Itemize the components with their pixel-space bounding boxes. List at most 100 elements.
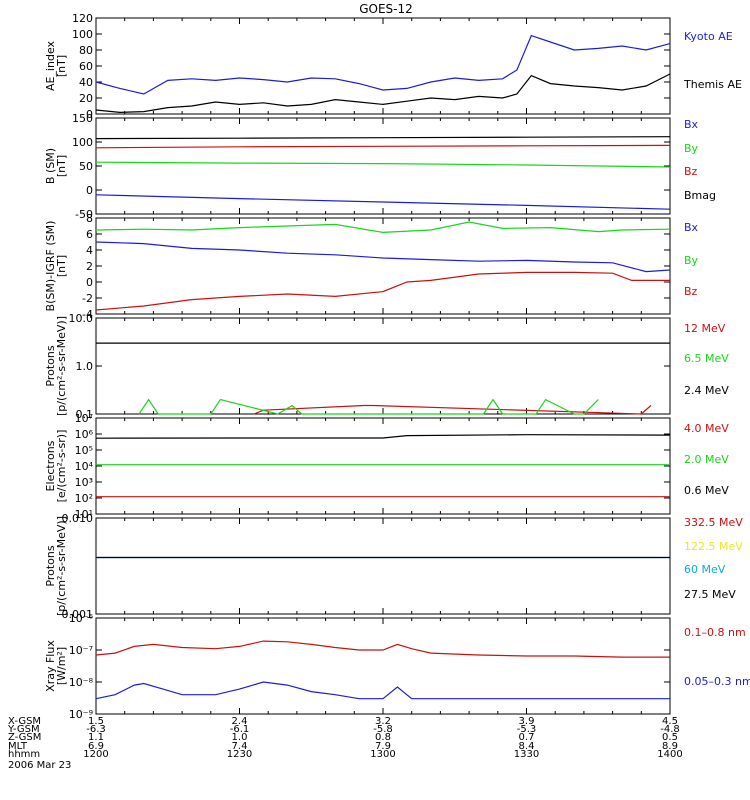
- y-tick-label: 10⁶: [75, 428, 94, 441]
- y-tick-label: 10²: [75, 492, 93, 505]
- y-tick-label: 8: [86, 212, 93, 225]
- y-axis-label: B (SM): [44, 148, 57, 184]
- legend-entry: Themis AE: [683, 78, 742, 91]
- series-line: [95, 144, 671, 149]
- legend-entry: Bz: [684, 285, 698, 298]
- y-tick-label: 50: [79, 160, 93, 173]
- legend-entry: 27.5 MeV: [684, 588, 736, 601]
- legend-entry: 122.5 MeV: [684, 540, 743, 553]
- y-axis-label: [p/(cm²-s-sr-MeV)]: [55, 516, 68, 616]
- panel-frame: [95, 17, 671, 115]
- y-tick-label: 0.010: [62, 512, 94, 525]
- y-tick-label: 1.0: [76, 360, 94, 373]
- legend-entry: 6.5 MeV: [684, 352, 729, 365]
- series-line: [138, 398, 599, 415]
- x-tick-value: 1.1: [88, 732, 104, 743]
- series-line: [95, 271, 670, 311]
- x-tick-value: 7.4: [232, 741, 248, 752]
- y-axis-label: Protons: [44, 545, 57, 586]
- y-tick-label: 10⁷: [75, 412, 93, 425]
- legend-entry: Kyoto AE: [684, 30, 733, 43]
- series-line: [95, 221, 671, 234]
- x-tick-value: 3.9: [519, 716, 535, 727]
- y-axis-label: [nT]: [55, 55, 68, 77]
- series-line: [95, 241, 671, 273]
- legend-entry: 2.4 MeV: [684, 384, 729, 397]
- y-tick-label: 150: [72, 112, 93, 125]
- legend-entry: By: [684, 142, 699, 155]
- legend-entry: 332.5 MeV: [684, 516, 743, 529]
- panel-3: -4 -2 0 2 4 6 8 B(SM)-IGRF (SM)[nT] Bx By Bz: [44, 212, 699, 321]
- y-axis-label: [e/(cm²-s-sr)]: [55, 430, 68, 503]
- y-tick-label: 80: [79, 44, 93, 57]
- legend-entry: 12 MeV: [684, 322, 726, 335]
- x-tick-value: 1200: [83, 749, 108, 760]
- x-row-label: Y-GSM: [7, 724, 40, 735]
- legend-entry: 0.05–0.3 nm: [684, 675, 750, 688]
- panel-frame: [95, 317, 671, 415]
- panel-6: 0.001 0.010 Protons[p/(cm²-s-sr-MeV)] 332.5…: [44, 512, 743, 621]
- x-tick-value: 1.0: [232, 732, 248, 743]
- x-row-label: hhmm: [8, 749, 40, 760]
- panel-5: 10¹ 10² 10³ 10⁴ 10⁵ 10⁶ 10⁷ Electrons[e/(cm²-s-…: [44, 412, 729, 521]
- y-axis-label: [W/m²]: [55, 647, 68, 685]
- y-tick-label: 0.001: [62, 608, 94, 621]
- panel-frame: [95, 417, 671, 515]
- x-row-label: MLT: [8, 741, 28, 752]
- y-tick-label: 120: [72, 12, 93, 25]
- x-tick-value: 6.9: [88, 741, 104, 752]
- y-axis-label: [p/(cm²-s-sr-MeV)]: [55, 316, 68, 416]
- series-line: [95, 681, 670, 700]
- y-axis-label: B(SM)-IGRF (SM): [44, 221, 57, 312]
- panel-7: 10⁻⁹ 10⁻⁸ 10⁻⁷ 10⁻⁶ Xray Flux[W/m²] 0.1–0.8 n…: [44, 612, 750, 721]
- x-tick-value: -6.3: [86, 724, 106, 735]
- series-line: [95, 640, 670, 658]
- x-tick-value: 8.4: [519, 741, 535, 752]
- panel-2: -50 0 50 100 150 B (SM)[nT] Bx By Bz Bmag: [44, 112, 716, 221]
- y-tick-label: 40: [79, 76, 93, 89]
- x-tick-value: 0.8: [375, 732, 391, 743]
- y-axis-label: [nT]: [55, 255, 68, 277]
- legend-entry: Bx: [684, 221, 699, 234]
- series-line: [95, 34, 671, 95]
- y-tick-label: 10.0: [69, 312, 94, 325]
- y-tick-label: 0: [86, 108, 93, 121]
- x-tick-value: 1.5: [88, 716, 104, 727]
- x-tick-value: -4.8: [660, 724, 680, 735]
- legend-entry: By: [684, 254, 699, 267]
- x-tick-value: 2.4: [232, 716, 248, 727]
- legend-entry: 60 MeV: [684, 563, 726, 576]
- y-tick-label: 10⁴: [75, 460, 94, 473]
- legend-entry: Bx: [684, 118, 699, 131]
- y-tick-label: 10⁻⁸: [69, 676, 94, 689]
- y-tick-label: 0: [86, 184, 93, 197]
- series-line: [95, 73, 671, 114]
- y-tick-label: 100: [72, 28, 93, 41]
- legend-entry: 0.6 MeV: [684, 484, 729, 497]
- legend-entry: Bz: [684, 165, 698, 178]
- series-line: [95, 434, 671, 439]
- y-tick-label: 10³: [75, 476, 93, 489]
- x-row-label: Z-GSM: [8, 732, 41, 743]
- y-tick-label: 100: [72, 136, 93, 149]
- panel-frame: [95, 517, 671, 615]
- y-axis-label: Protons: [44, 345, 57, 386]
- y-tick-label: -2: [82, 292, 93, 305]
- y-tick-label: 0: [86, 276, 93, 289]
- y-tick-label: 6: [86, 228, 93, 241]
- y-tick-label: 10⁻⁶: [69, 612, 94, 625]
- date-label: 2006 Mar 23: [8, 760, 71, 771]
- y-tick-label: 20: [79, 92, 93, 105]
- y-tick-label: 10¹: [75, 508, 93, 521]
- x-tick-value: -5.3: [517, 724, 537, 735]
- panel-1: 0 20 40 60 80 100 120 AE_index[nT] Kyoto AE Themi…: [44, 12, 742, 121]
- y-axis-label: Xray Flux: [44, 640, 57, 692]
- y-tick-label: 10⁵: [75, 444, 93, 457]
- series-line: [95, 161, 671, 168]
- x-tick-value: 8.9: [662, 741, 678, 752]
- x-tick-value: -5.8: [373, 724, 393, 735]
- y-axis-label: Electrons: [44, 440, 57, 491]
- y-tick-label: 10⁻⁹: [69, 708, 93, 721]
- y-tick-label: 4: [86, 244, 93, 257]
- y-tick-label: 0.1: [76, 408, 94, 421]
